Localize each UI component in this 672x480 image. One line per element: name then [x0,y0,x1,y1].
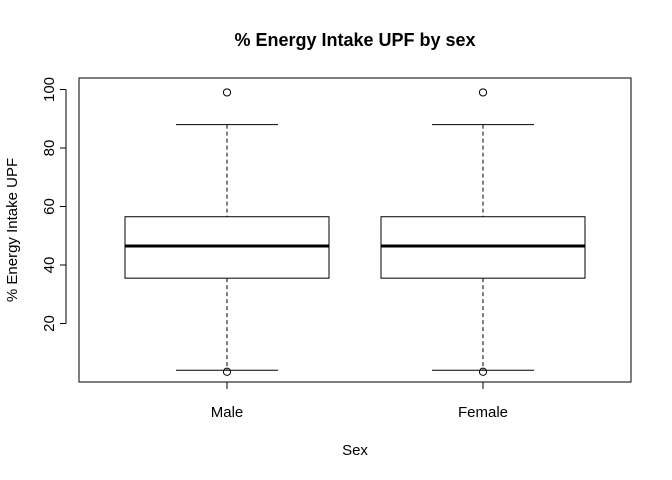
outlier-point [478,367,488,376]
y-tick-label: 80 [41,140,58,157]
box-series [124,88,586,376]
x-axis-label: Sex [342,442,368,459]
y-tick-label: 20 [41,315,58,332]
outlier-point [222,88,232,97]
y-tick-label: 40 [41,257,58,274]
outlier-point [222,367,232,376]
outlier-point [478,88,488,97]
y-tick-label: 100 [41,77,58,102]
x-axis: Male Female [211,381,508,421]
x-tick-label: Female [458,404,508,421]
y-axis: 20 40 60 80 100 [41,77,67,332]
x-tick-label: Male [211,404,244,421]
y-axis-label: % Energy Intake UPF [4,158,21,302]
y-tick-label: 60 [41,198,58,215]
chart-title: % Energy Intake UPF by sex [234,30,475,50]
